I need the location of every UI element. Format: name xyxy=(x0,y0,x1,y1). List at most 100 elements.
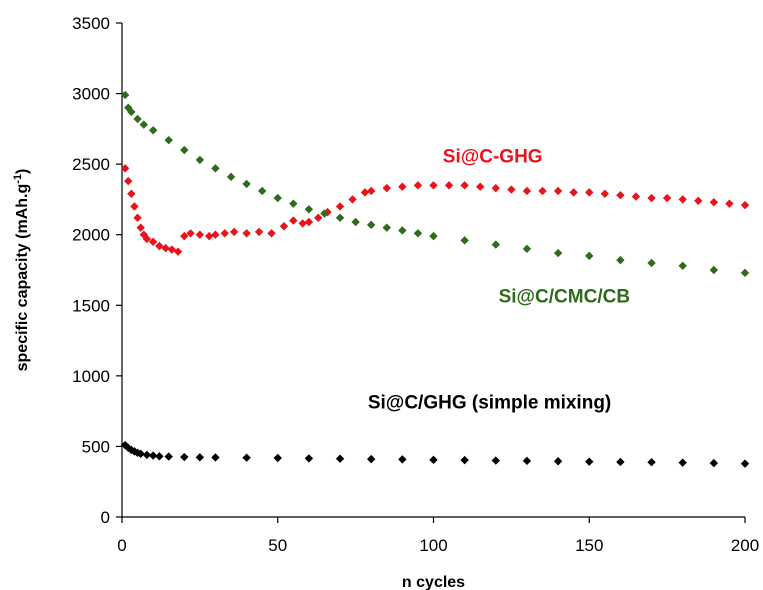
data-point xyxy=(647,193,656,203)
data-point xyxy=(173,247,183,256)
data-point xyxy=(211,453,220,462)
series-label: Si@C/CMC/CB xyxy=(499,286,630,307)
data-point xyxy=(725,199,734,208)
data-point xyxy=(155,452,164,461)
data-point xyxy=(133,213,142,222)
axes xyxy=(121,23,745,518)
data-point xyxy=(211,164,220,173)
data-point xyxy=(709,265,719,275)
data-point xyxy=(709,458,719,468)
data-point xyxy=(585,457,594,466)
data-point xyxy=(351,217,360,227)
series-2 xyxy=(120,440,750,468)
data-point xyxy=(678,261,687,270)
data-point xyxy=(289,199,298,208)
data-point xyxy=(491,240,500,249)
data-point xyxy=(585,251,594,261)
y-tick-label: 0 xyxy=(101,508,110,527)
data-point xyxy=(180,231,189,241)
data-point xyxy=(348,195,357,204)
data-point xyxy=(335,213,345,222)
data-point xyxy=(600,189,610,198)
data-point xyxy=(180,145,189,155)
data-point xyxy=(522,244,532,254)
data-point xyxy=(195,453,205,462)
data-point xyxy=(382,183,391,193)
data-point xyxy=(133,114,142,124)
y-axis-label-close: ) xyxy=(14,169,31,174)
data-point xyxy=(491,456,500,465)
series-group xyxy=(120,90,750,468)
data-point xyxy=(205,231,214,241)
data-point xyxy=(120,164,130,173)
y-axis-ticks: 0 500 1000 1500 2000 2500 3000 3500 xyxy=(72,14,122,527)
data-point xyxy=(148,451,158,460)
data-point xyxy=(740,200,750,210)
data-point xyxy=(631,192,641,201)
data-point xyxy=(304,217,314,227)
y-tick-label: 2000 xyxy=(72,226,110,245)
data-point xyxy=(127,189,136,198)
data-point xyxy=(289,216,298,225)
data-point xyxy=(678,458,687,467)
data-point xyxy=(220,229,229,238)
data-point xyxy=(226,172,236,182)
data-point xyxy=(585,188,594,197)
x-tick-label: 200 xyxy=(731,536,759,555)
data-point xyxy=(360,188,370,197)
data-point xyxy=(136,223,145,232)
data-point xyxy=(460,181,469,190)
y-axis-label-main: specific capacity (mAh.g xyxy=(14,184,31,372)
data-point xyxy=(616,457,625,467)
data-point xyxy=(460,236,469,245)
data-point xyxy=(130,202,139,211)
data-point xyxy=(142,234,152,244)
y-tick-label: 2500 xyxy=(72,155,110,174)
data-point xyxy=(267,229,276,238)
data-point xyxy=(279,222,289,231)
data-point xyxy=(148,237,158,246)
data-point xyxy=(164,452,173,461)
data-point xyxy=(242,179,251,189)
data-point xyxy=(335,454,345,463)
data-point xyxy=(195,230,205,239)
data-point xyxy=(398,455,407,464)
data-point xyxy=(164,135,173,145)
data-point xyxy=(647,458,656,467)
x-tick-label: 100 xyxy=(419,536,447,555)
data-point xyxy=(740,459,750,468)
data-point xyxy=(242,453,251,462)
data-point xyxy=(335,202,345,211)
y-axis-label-superscript: -1 xyxy=(12,174,24,184)
series-label: Si@C/GHG (simple mixing) xyxy=(368,392,611,413)
x-tick-label: 50 xyxy=(268,536,287,555)
data-point xyxy=(709,198,719,207)
data-point xyxy=(367,186,376,196)
data-point xyxy=(429,181,438,190)
x-tick-label: 0 xyxy=(117,536,126,555)
data-point xyxy=(161,243,170,253)
data-point xyxy=(476,182,485,191)
data-point xyxy=(694,196,703,206)
data-point xyxy=(367,454,376,464)
data-point xyxy=(553,457,563,466)
data-point xyxy=(382,223,391,232)
data-point xyxy=(136,449,145,458)
series-label: Si@C-GHG xyxy=(443,147,543,168)
y-tick-label: 3000 xyxy=(72,85,110,104)
y-tick-label: 1500 xyxy=(72,296,110,315)
data-point xyxy=(507,185,516,194)
data-point xyxy=(195,155,205,165)
data-point xyxy=(553,248,563,258)
data-point xyxy=(180,452,189,462)
data-point xyxy=(429,455,438,465)
data-point xyxy=(429,231,438,241)
data-point xyxy=(273,193,282,203)
data-point xyxy=(491,183,500,193)
data-point xyxy=(398,182,407,191)
data-point xyxy=(444,181,454,190)
data-point xyxy=(142,450,152,460)
data-point xyxy=(127,107,136,117)
data-point xyxy=(314,213,323,222)
